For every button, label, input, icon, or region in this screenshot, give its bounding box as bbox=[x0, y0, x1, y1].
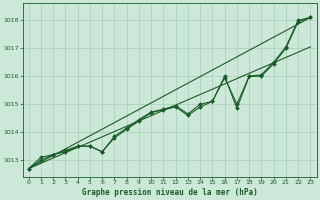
X-axis label: Graphe pression niveau de la mer (hPa): Graphe pression niveau de la mer (hPa) bbox=[82, 188, 257, 197]
